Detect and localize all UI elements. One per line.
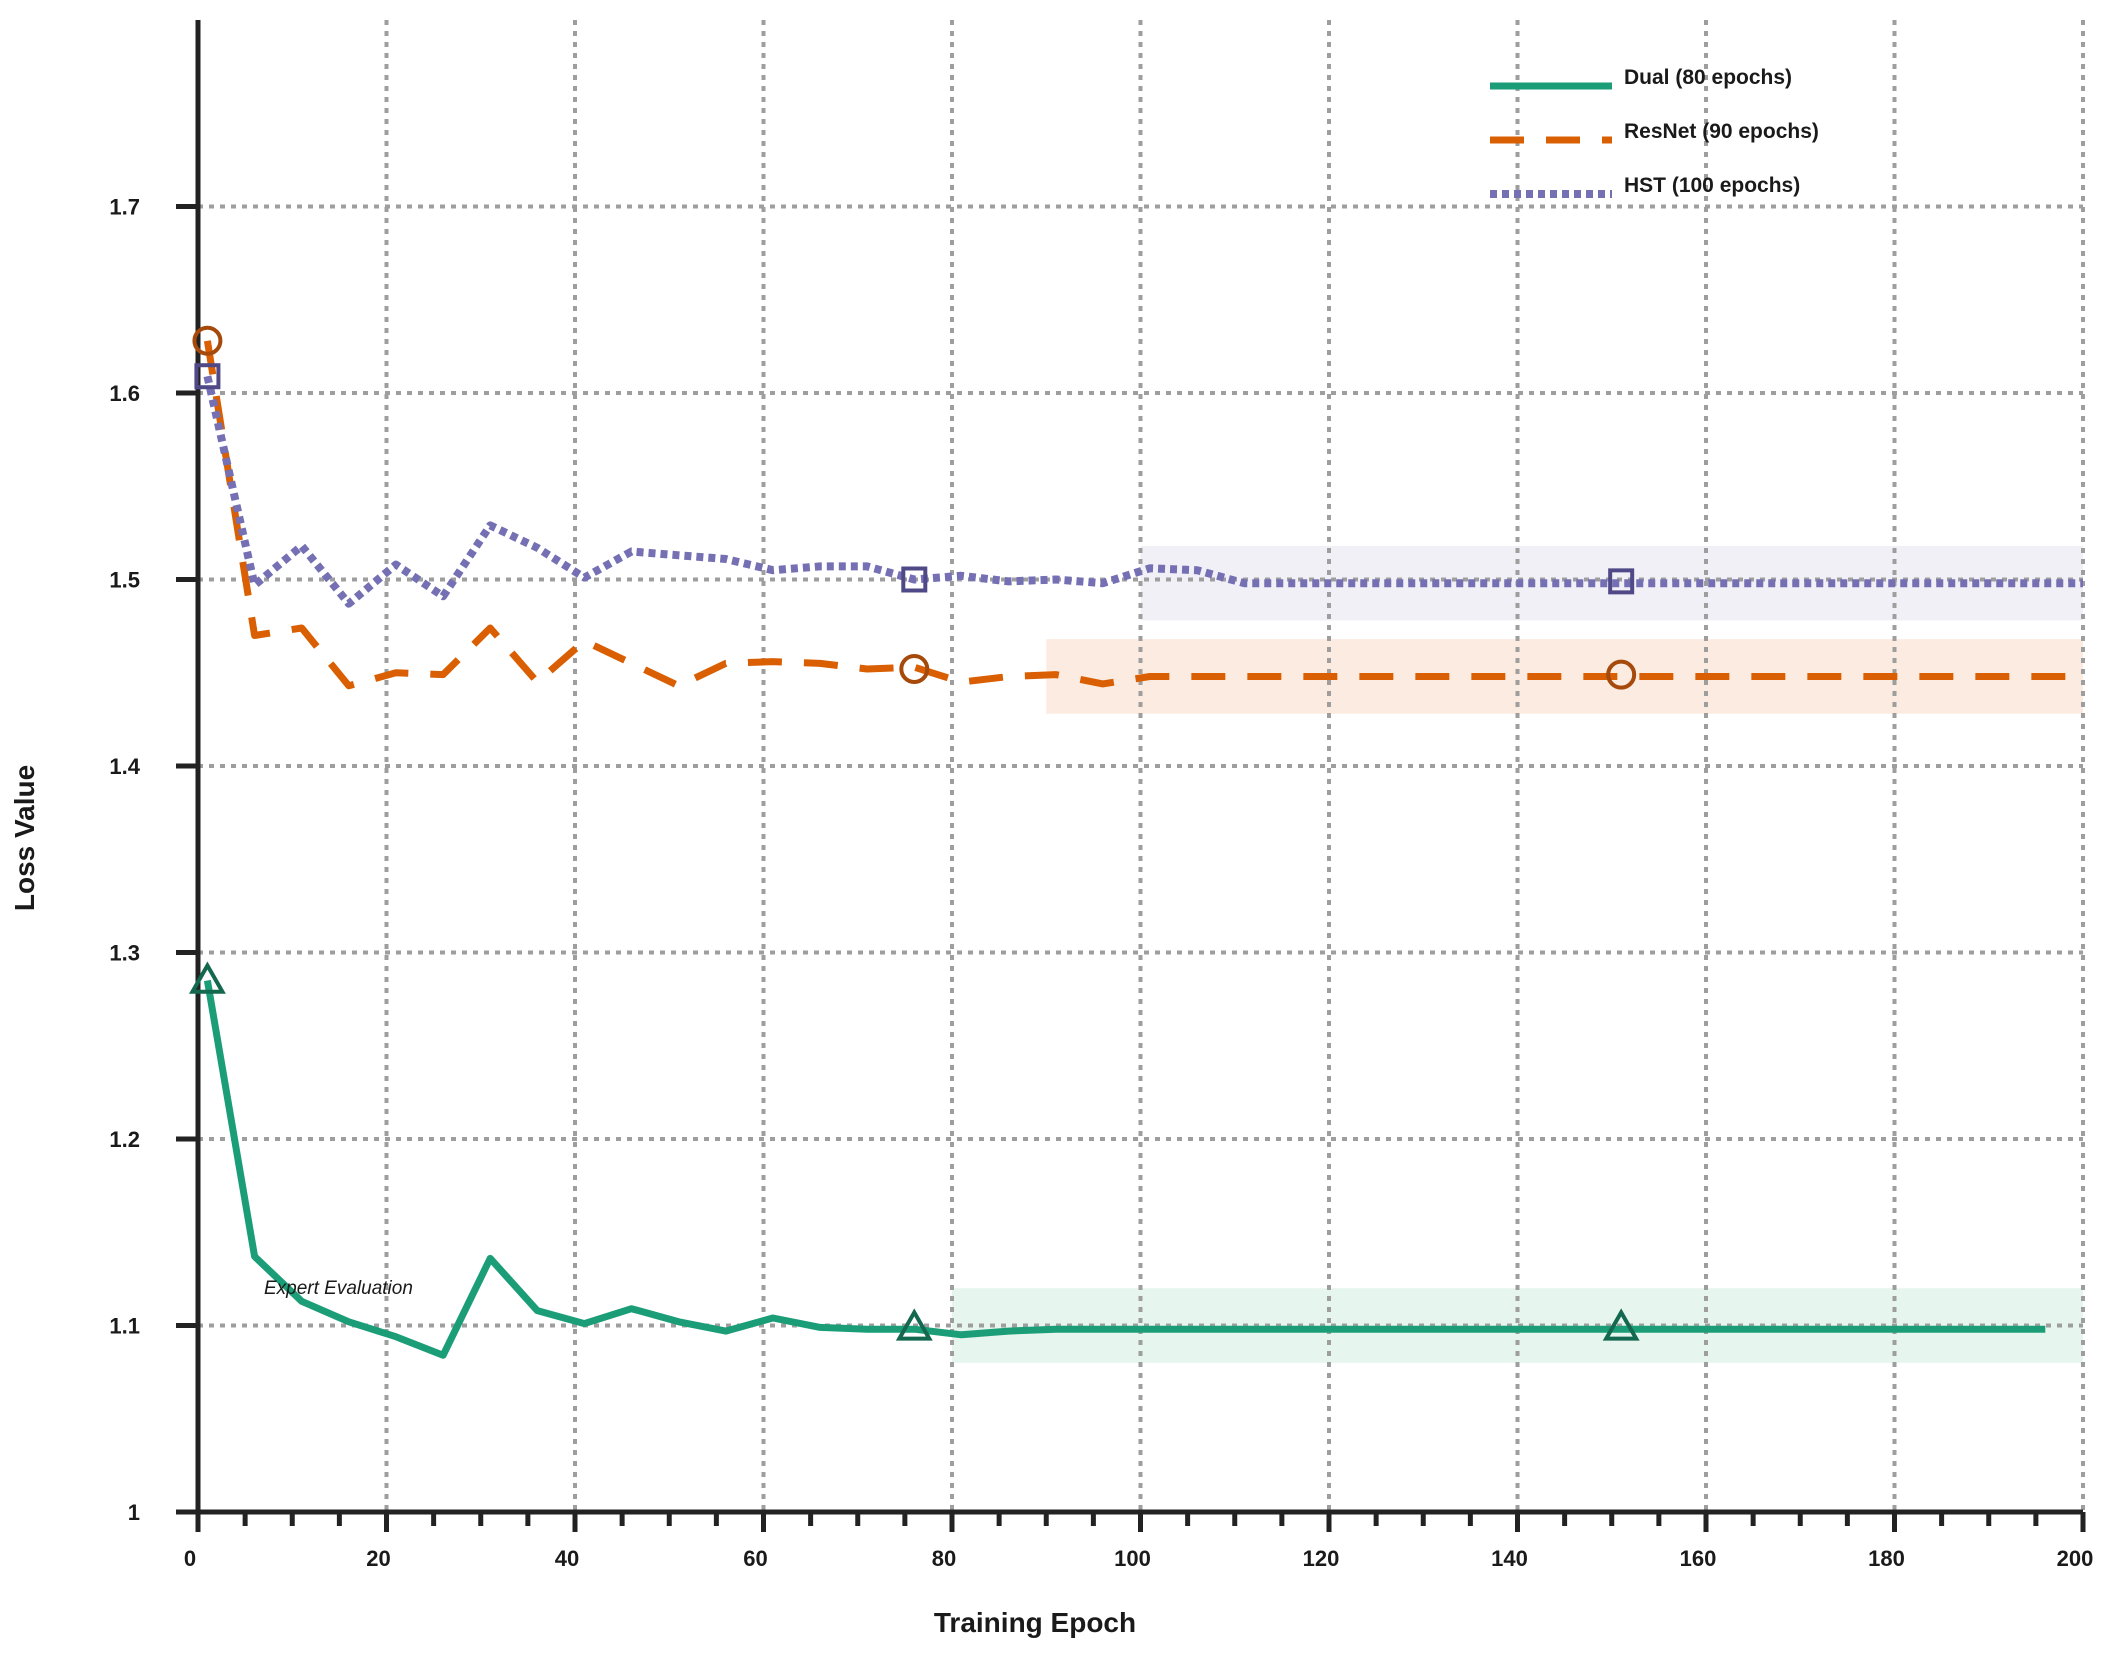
series-lines — [203, 340, 2083, 1359]
triangle-marker — [188, 961, 226, 994]
y-tick-label: 1 — [128, 1500, 140, 1525]
series-line-2 — [203, 375, 2083, 608]
triangle-marker — [1602, 1308, 1640, 1341]
y-tick-label: 1.3 — [109, 941, 140, 966]
x-tick-label: 0 — [184, 1546, 196, 1571]
confidence-bands — [952, 545, 2083, 1363]
series-markers — [188, 325, 1640, 1341]
annotation-text: Expert Evaluation — [264, 1278, 413, 1299]
circle-marker — [899, 654, 930, 685]
y-tick-label: 1.7 — [109, 195, 140, 220]
x-tick-label: 200 — [2057, 1546, 2094, 1571]
x-tick-label: 180 — [1868, 1546, 1905, 1571]
x-tick-label: 120 — [1303, 1546, 1340, 1571]
x-tick-label: 20 — [366, 1546, 390, 1571]
grid-lines — [198, 20, 2085, 1512]
circle-marker — [1606, 659, 1637, 690]
series-line-1 — [203, 340, 2083, 690]
x-tick-label: 40 — [555, 1546, 579, 1571]
legend-label-2: HST (100 epochs) — [1624, 174, 1800, 197]
x-tick-label: 140 — [1491, 1546, 1528, 1571]
legend-label-1: ResNet (90 epochs) — [1624, 120, 1819, 143]
triangle-marker — [895, 1308, 933, 1341]
square-marker — [194, 363, 221, 390]
x-tick-label: 100 — [1114, 1546, 1151, 1571]
square-marker — [901, 566, 928, 593]
axes — [176, 20, 2086, 1532]
x-tick-label: 60 — [743, 1546, 767, 1571]
legend-label-0: Dual (80 epochs) — [1624, 66, 1792, 89]
y-tick-label: 1.2 — [109, 1127, 140, 1152]
circle-marker — [192, 325, 223, 356]
series-line-0 — [203, 979, 2046, 1359]
legend: Dual (80 epochs) ResNet (90 epochs) HST (1… — [1490, 66, 1819, 198]
x-tick-label: 80 — [932, 1546, 956, 1571]
y-tick-label: 1.6 — [109, 381, 140, 406]
y-axis-title: Loss Value — [9, 765, 40, 911]
square-marker — [1608, 568, 1635, 595]
x-axis-title: Training Epoch — [934, 1607, 1136, 1638]
x-tick-label: 160 — [1680, 1546, 1717, 1571]
y-tick-label: 1.1 — [109, 1314, 140, 1339]
y-tick-label: 1.5 — [109, 568, 140, 593]
tick-labels: 1 1.1 1.2 1.3 1.4 1.5 1.6 1.7 0 20 40 60 80 100 120 140… — [109, 195, 2093, 1572]
y-tick-label: 1.4 — [109, 754, 140, 779]
